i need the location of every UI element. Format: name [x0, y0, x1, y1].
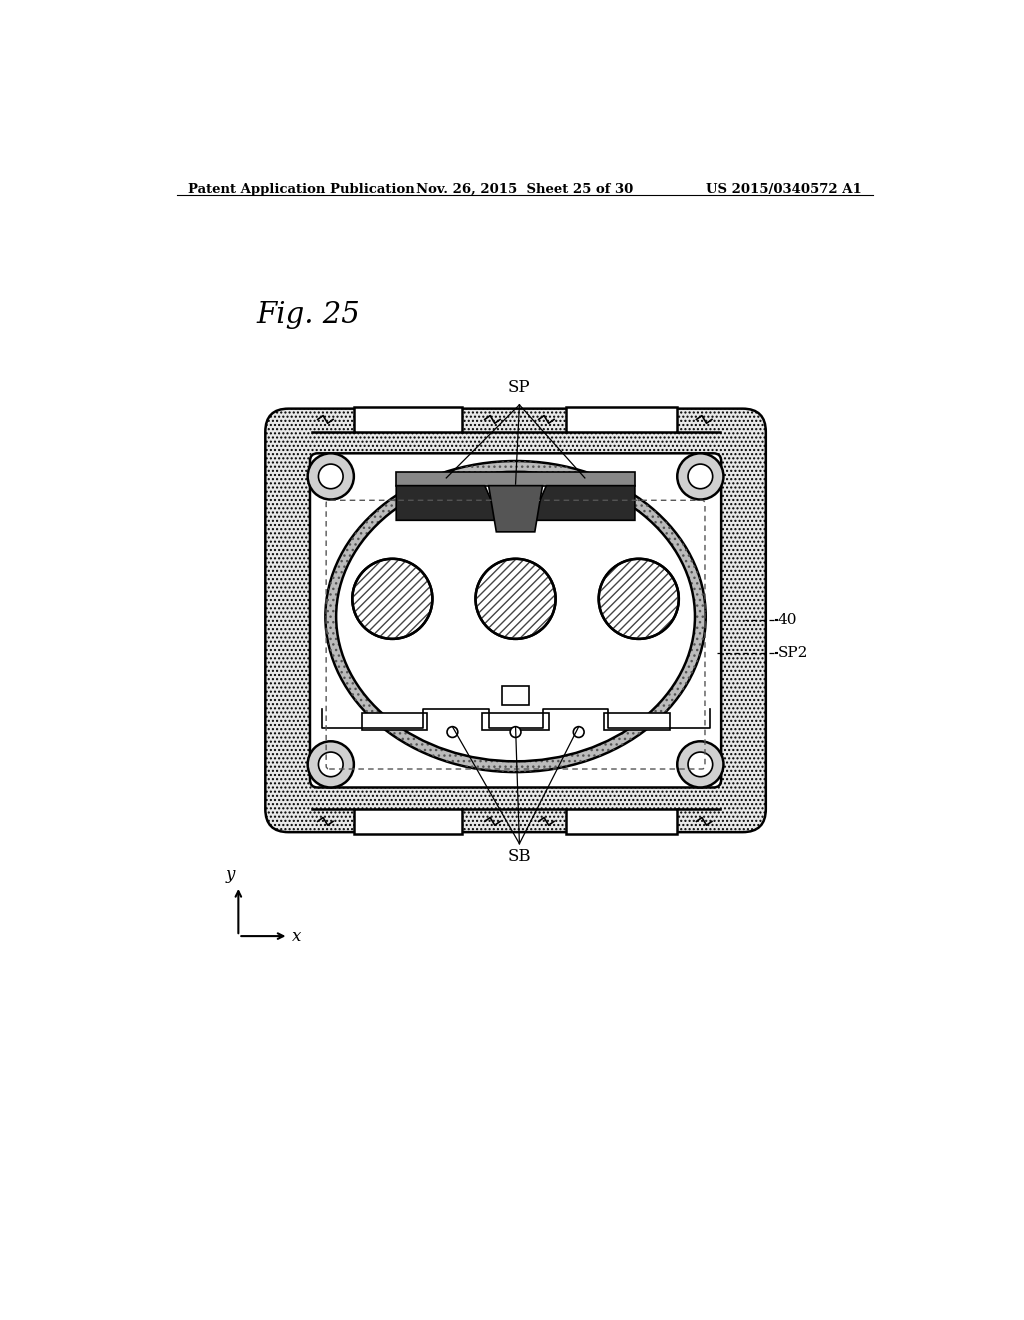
Text: SP2: SP2: [777, 645, 808, 660]
Circle shape: [318, 752, 343, 776]
Polygon shape: [488, 486, 543, 532]
Bar: [482, 713, 549, 730]
Ellipse shape: [326, 461, 706, 772]
Bar: [354, 809, 462, 834]
Circle shape: [352, 558, 432, 639]
Circle shape: [307, 742, 354, 788]
Circle shape: [475, 558, 556, 639]
Polygon shape: [396, 471, 635, 486]
Circle shape: [599, 558, 679, 639]
Text: Patent Application Publication: Patent Application Publication: [188, 183, 415, 197]
Text: 40: 40: [777, 614, 797, 627]
Bar: [565, 407, 677, 432]
Polygon shape: [523, 486, 635, 520]
Bar: [354, 407, 462, 432]
Bar: [565, 809, 677, 834]
Circle shape: [447, 726, 458, 738]
Text: y: y: [226, 866, 236, 883]
Text: Fig. 25: Fig. 25: [256, 301, 359, 329]
Circle shape: [688, 465, 713, 488]
Text: Nov. 26, 2015  Sheet 25 of 30: Nov. 26, 2015 Sheet 25 of 30: [416, 183, 634, 197]
Circle shape: [677, 453, 724, 499]
Polygon shape: [396, 486, 508, 520]
Text: US 2015/0340572 A1: US 2015/0340572 A1: [707, 183, 862, 197]
FancyBboxPatch shape: [310, 453, 721, 788]
Circle shape: [677, 742, 724, 788]
Circle shape: [688, 752, 713, 776]
Text: SB: SB: [508, 847, 531, 865]
Circle shape: [573, 726, 584, 738]
Circle shape: [318, 465, 343, 488]
Text: x: x: [292, 928, 302, 945]
Text: SP: SP: [508, 379, 530, 396]
Circle shape: [307, 453, 354, 499]
Bar: [502, 686, 529, 705]
FancyBboxPatch shape: [265, 409, 766, 832]
Bar: [361, 713, 427, 730]
Circle shape: [510, 726, 521, 738]
Bar: [604, 713, 670, 730]
Ellipse shape: [336, 471, 695, 762]
